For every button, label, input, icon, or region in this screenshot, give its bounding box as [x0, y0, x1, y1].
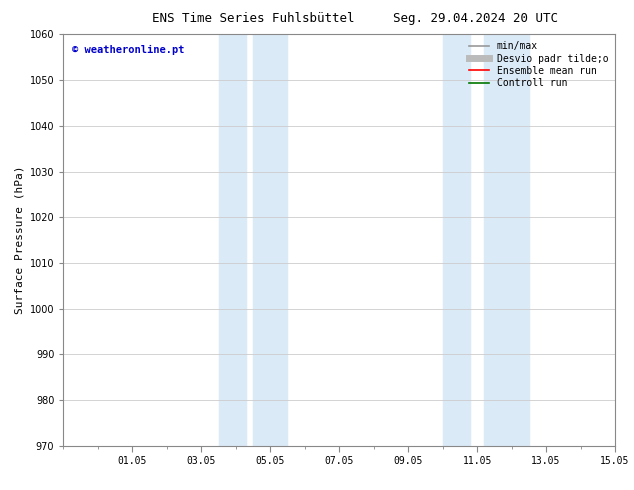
Y-axis label: Surface Pressure (hPa): Surface Pressure (hPa) [14, 166, 24, 315]
Bar [219, 34, 246, 446]
Bar [443, 34, 470, 446]
Text: © weatheronline.pt: © weatheronline.pt [72, 45, 184, 54]
Bar [253, 34, 287, 446]
Text: ENS Time Series Fuhlsbüttel: ENS Time Series Fuhlsbüttel [152, 12, 355, 25]
Bar [484, 34, 529, 446]
Text: Seg. 29.04.2024 20 UTC: Seg. 29.04.2024 20 UTC [393, 12, 558, 25]
Legend: min/max, Desvio padr tilde;o, Ensemble mean run, Controll run: min/max, Desvio padr tilde;o, Ensemble m… [467, 39, 610, 90]
